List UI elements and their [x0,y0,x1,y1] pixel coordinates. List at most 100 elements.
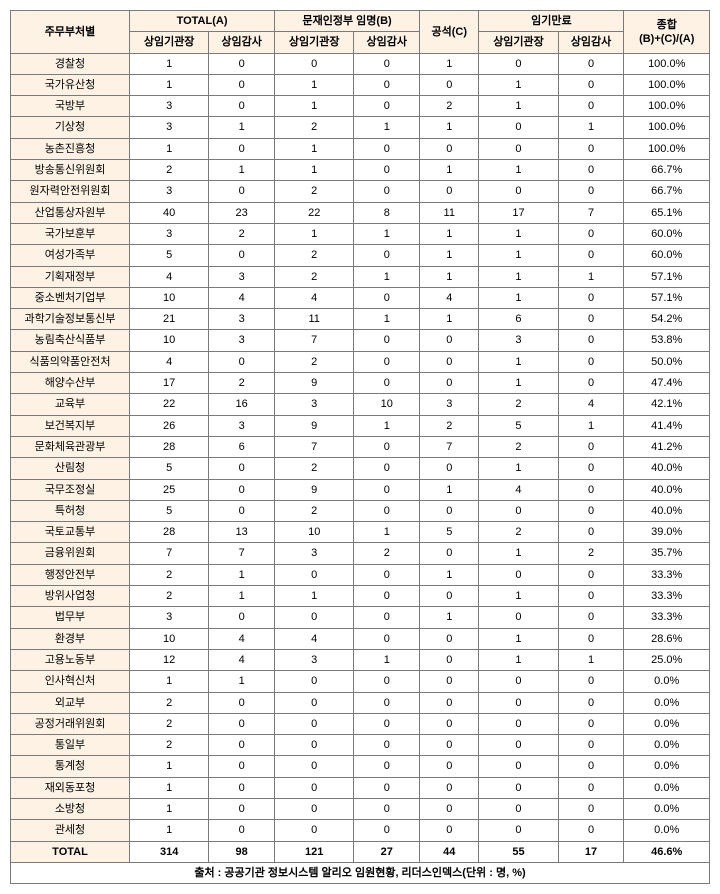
cell-ratio: 33.3% [624,586,710,607]
cell-t2: 0 [558,628,624,649]
cell-c: 1 [420,160,479,181]
cell-t1: 1 [479,628,558,649]
cell-b2: 0 [354,798,420,819]
cell-b2: 0 [354,160,420,181]
cell-a1: 1 [130,138,209,159]
cell-b1: 1 [275,586,354,607]
table-row: 소방청10000000.0% [11,798,710,819]
cell-b2: 1 [354,649,420,670]
table-row: 국방부3010210100.0% [11,96,710,117]
table-row-total: TOTAL314981212744551746.6% [11,841,710,862]
cell-t1: 0 [479,117,558,138]
cell-dept: 행정안전부 [11,564,130,585]
cell-a2: 1 [209,564,275,585]
cell-t1: 6 [479,309,558,330]
cell-c: 0 [420,500,479,521]
table-row: 국가보훈부321111060.0% [11,223,710,244]
cell-dept: 농림축산식품부 [11,330,130,351]
cell-dept: 경찰청 [11,53,130,74]
cell-a2: 0 [209,607,275,628]
cell-a1: 1 [130,820,209,841]
cell-t1: 0 [479,53,558,74]
cell-a2: 1 [209,160,275,181]
cell-a2: 0 [209,735,275,756]
cell-t2: 2 [558,543,624,564]
cell-t2: 0 [558,692,624,713]
cell-dept: 환경부 [11,628,130,649]
cell-b2: 0 [354,564,420,585]
table-row: 기획재정부432111157.1% [11,266,710,287]
cell-a2: 98 [209,841,275,862]
cell-ratio: 40.0% [624,458,710,479]
cell-t2: 0 [558,373,624,394]
cell-t2: 0 [558,96,624,117]
cell-t2: 0 [558,351,624,372]
cell-dept: TOTAL [11,841,130,862]
cell-ratio: 33.3% [624,607,710,628]
table-row: 식품의약품안전처402001050.0% [11,351,710,372]
cell-b2: 0 [354,245,420,266]
cell-b2: 0 [354,479,420,500]
cell-ratio: 60.0% [624,245,710,266]
cell-t2: 0 [558,479,624,500]
cell-dept: 재외동포청 [11,777,130,798]
table-row: 통일부20000000.0% [11,735,710,756]
cell-t1: 0 [479,500,558,521]
cell-t2: 0 [558,522,624,543]
cell-c: 44 [420,841,479,862]
cell-b2: 0 [354,713,420,734]
cell-a1: 28 [130,436,209,457]
cell-a1: 4 [130,351,209,372]
cell-dept: 국토교통부 [11,522,130,543]
cell-t1: 5 [479,415,558,436]
cell-t2: 7 [558,202,624,223]
cell-a2: 3 [209,415,275,436]
cell-a2: 0 [209,756,275,777]
cell-ratio: 0.0% [624,671,710,692]
cell-a1: 26 [130,415,209,436]
cell-b1: 1 [275,96,354,117]
cell-dept: 산업통상자원부 [11,202,130,223]
cell-dept: 특허청 [11,500,130,521]
cell-dept: 농촌진흥청 [11,138,130,159]
cell-b1: 9 [275,415,354,436]
cell-a1: 7 [130,543,209,564]
table-row: 법무부300010033.3% [11,607,710,628]
cell-dept: 기상청 [11,117,130,138]
cell-t1: 0 [479,798,558,819]
cell-dept: 통일부 [11,735,130,756]
cell-b2: 0 [354,287,420,308]
cell-c: 1 [420,245,479,266]
cell-dept: 여성가족부 [11,245,130,266]
cell-t1: 17 [479,202,558,223]
table-row: 농림축산식품부1037003053.8% [11,330,710,351]
cell-a2: 23 [209,202,275,223]
cell-c: 0 [420,820,479,841]
cell-t1: 3 [479,330,558,351]
table-row: 해양수산부1729001047.4% [11,373,710,394]
cell-t1: 2 [479,436,558,457]
cell-a1: 3 [130,223,209,244]
header-b-chief: 상임기관장 [275,32,354,53]
cell-t1: 0 [479,181,558,202]
cell-a1: 3 [130,117,209,138]
cell-t2: 0 [558,53,624,74]
cell-t1: 1 [479,160,558,181]
cell-a1: 5 [130,245,209,266]
cell-c: 0 [420,351,479,372]
cell-c: 0 [420,649,479,670]
cell-a2: 0 [209,777,275,798]
cell-dept: 원자력안전위원회 [11,181,130,202]
cell-a1: 22 [130,394,209,415]
cell-c: 0 [420,671,479,692]
cell-a1: 40 [130,202,209,223]
cell-t2: 0 [558,436,624,457]
cell-b1: 0 [275,798,354,819]
cell-dept: 교육부 [11,394,130,415]
cell-b2: 0 [354,330,420,351]
header-a-chief: 상임기관장 [130,32,209,53]
table-row: 과학기술정보통신부21311116054.2% [11,309,710,330]
cell-ratio: 57.1% [624,287,710,308]
cell-t2: 0 [558,287,624,308]
cell-dept: 문화체육관광부 [11,436,130,457]
